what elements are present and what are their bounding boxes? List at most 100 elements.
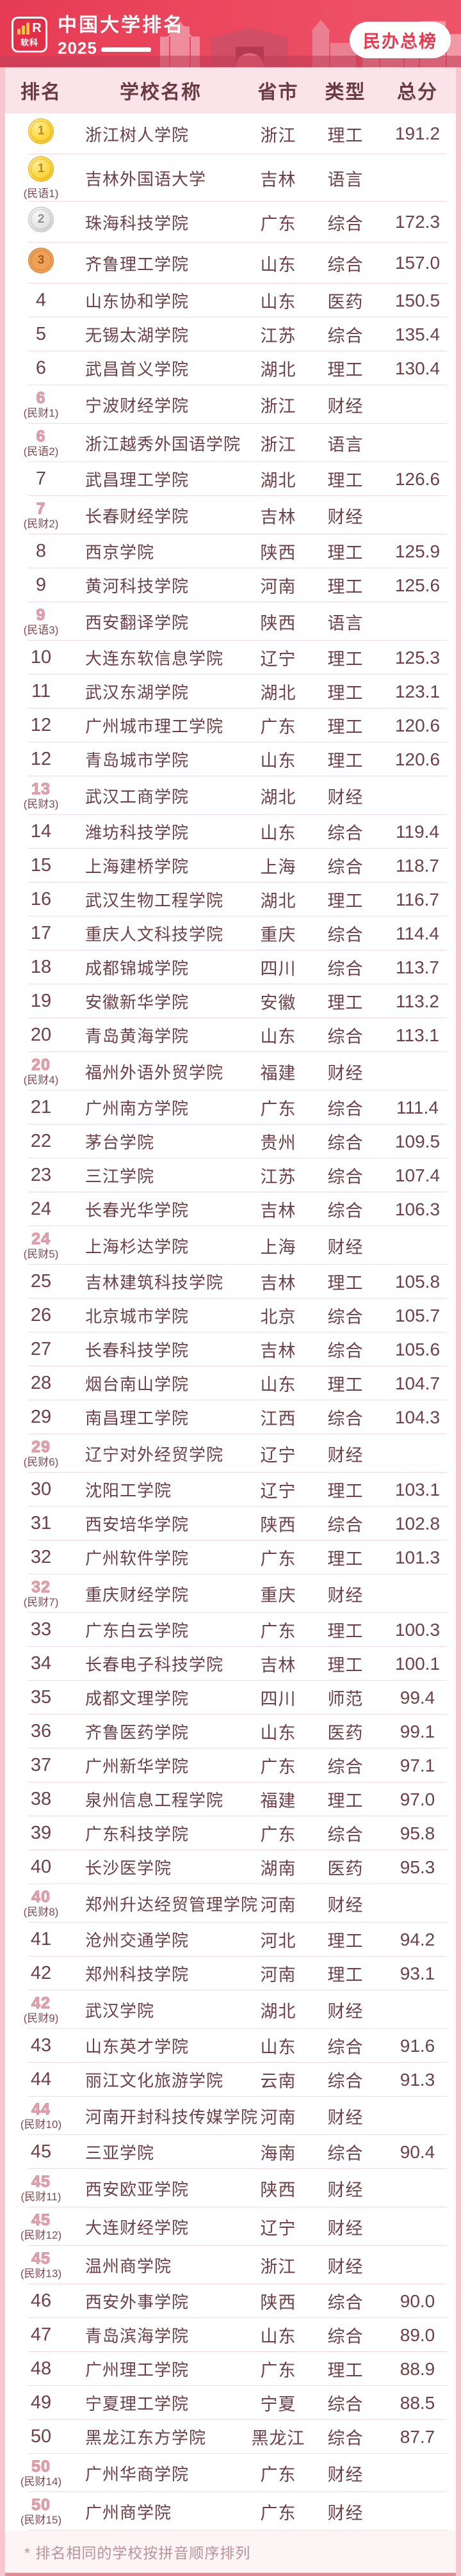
rank-cell: 10 <box>5 648 77 668</box>
rank-number: 38 <box>30 1789 52 1810</box>
school-name: 宁夏理工学院 <box>85 2394 190 2413</box>
total-score: 88.9 <box>400 2358 435 2379</box>
rank-sub-label: (民财6) <box>23 1456 59 1469</box>
col-header-school: 学校名称 <box>120 82 202 103</box>
province: 上海 <box>260 858 296 877</box>
school-name: 广州城市理工学院 <box>85 717 224 736</box>
rank-number: 40 <box>31 1887 51 1906</box>
school-name: 温州商学院 <box>85 2256 172 2276</box>
table-row: 48 广州理工学院 广东 理工 88.9 <box>5 2352 456 2386</box>
table-row: 12 广州城市理工学院 广东 理工 120.6 <box>5 708 456 742</box>
rank-number: 45 <box>30 2141 52 2163</box>
table-row: 39 广东科技学院 广东 综合 95.8 <box>5 1816 456 1850</box>
rank-number: 7 <box>35 468 47 490</box>
province: 山东 <box>260 1375 296 1395</box>
school-type: 综合 <box>327 824 364 843</box>
rank-number: 37 <box>30 1755 52 1776</box>
total-score: 89.0 <box>400 2324 435 2345</box>
school-name: 武汉东湖学院 <box>85 683 190 702</box>
table-row: 32 广州软件学院 广东 理工 101.3 <box>5 1540 456 1574</box>
school-type: 综合 <box>327 1027 364 1046</box>
table-row: 45 三亚学院 海南 综合 90.4 <box>5 2135 456 2169</box>
rank-number: 44 <box>30 2069 52 2090</box>
table-row: 32 (民财7) 重庆财经学院 重庆 财经 <box>5 1574 456 1613</box>
medal-icon: 3 <box>28 248 54 273</box>
province: 广东 <box>260 2361 296 2380</box>
total-score: 125.6 <box>394 575 441 595</box>
rank-cell: 18 <box>5 957 77 977</box>
province: 河南 <box>260 2108 296 2127</box>
total-score: 150.5 <box>394 290 441 310</box>
school-name: 成都锦城学院 <box>85 959 190 978</box>
table-row: 10 大连东软信息学院 辽宁 理工 125.3 <box>5 641 456 675</box>
school-type: 综合 <box>327 1825 364 1844</box>
total-score: 95.8 <box>400 1823 435 1843</box>
school-type: 理工 <box>327 717 364 737</box>
rank-cell: 23 <box>5 1165 77 1185</box>
rank-cell: 44 <box>5 2069 77 2090</box>
total-score: 91.6 <box>400 2035 435 2056</box>
rank-cell: 50 <box>5 2427 77 2447</box>
table-row: 33 广东白云学院 广东 理工 100.3 <box>5 1613 456 1647</box>
province: 浙江 <box>260 396 296 416</box>
school-type: 医药 <box>327 1859 364 1878</box>
school-type: 综合 <box>327 255 364 275</box>
school-type: 师范 <box>327 1690 364 1709</box>
table-row: 27 长春科技学院 吉林 综合 105.6 <box>5 1332 456 1366</box>
table-row: 20 (民财4) 福州外语外贸学院 福建 财经 <box>5 1052 456 1091</box>
rank-cell: 12 <box>5 716 77 735</box>
rank-cell: 1 <box>5 118 77 149</box>
school-type: 财经 <box>327 507 364 527</box>
total-score: 103.1 <box>394 1479 441 1500</box>
table-row: 38 泉州信息工程学院 福建 理工 97.0 <box>5 1782 456 1816</box>
province: 吉林 <box>260 1201 296 1220</box>
school-type: 综合 <box>327 2038 364 2057</box>
school-name: 西安欧亚学院 <box>85 2179 190 2199</box>
province: 广东 <box>260 2503 296 2523</box>
province: 广东 <box>260 1100 296 1119</box>
table-row: 12 青岛城市学院 山东 理工 120.6 <box>5 742 456 776</box>
total-score: 94.2 <box>400 1929 435 1949</box>
table-row: 43 山东英才学院 山东 综合 91.6 <box>5 2029 456 2063</box>
province: 陕西 <box>260 613 296 633</box>
rank-cell: 42 (民财9) <box>5 1994 77 2024</box>
rank-cell: 21 <box>5 1098 77 1117</box>
rank-number: 32 <box>31 1578 51 1596</box>
school-type: 理工 <box>327 1791 364 1811</box>
total-score: 135.4 <box>394 324 441 344</box>
total-score: 107.4 <box>394 1165 441 1185</box>
province: 山东 <box>260 255 296 275</box>
rank-number: 29 <box>31 1437 51 1456</box>
province: 广东 <box>260 2465 296 2484</box>
province: 湖北 <box>260 360 296 380</box>
rank-cell: 38 <box>5 1789 77 1809</box>
school-name: 广州商学院 <box>85 2502 172 2522</box>
rank-number: 9 <box>35 575 47 596</box>
table-row: 41 沧州交通学院 河北 理工 94.2 <box>5 1923 456 1956</box>
province: 湖南 <box>260 1859 296 1878</box>
school-type: 财经 <box>327 1237 364 1257</box>
school-type: 综合 <box>327 1133 364 1153</box>
school-type: 财经 <box>327 1895 364 1915</box>
rank-cell: 41 <box>5 1930 77 1949</box>
rank-number: 24 <box>31 1229 51 1248</box>
rank-cell: 43 <box>5 2036 77 2056</box>
table-row: 13 (民财3) 武汉工商学院 湖北 财经 <box>5 776 456 815</box>
rank-cell: 3 <box>5 248 77 278</box>
school-name: 南昌理工学院 <box>85 1409 190 1428</box>
table-body: 1 浙江树人学院 浙江 理工 191.2 1 (民语1) 吉林外国语大学 吉林 … <box>5 113 456 2531</box>
total-score: 99.1 <box>400 1721 435 1741</box>
school-type: 医药 <box>327 292 364 312</box>
table-row: 16 武汉生物工程学院 湖北 理工 116.7 <box>5 883 456 916</box>
rank-number: 39 <box>30 1823 52 1844</box>
table-row: 20 青岛黄海学院 山东 综合 113.1 <box>5 1018 456 1052</box>
table-row: 47 青岛滨海学院 山东 综合 89.0 <box>5 2318 456 2352</box>
rank-number: 8 <box>35 541 47 562</box>
title-underline-bar <box>101 47 151 52</box>
province: 湖北 <box>260 787 296 807</box>
rank-number: 45 <box>31 2249 51 2268</box>
rank-cell: 9 (民语3) <box>5 606 77 636</box>
rank-number: 36 <box>30 1721 52 1742</box>
rank-cell: 8 <box>5 541 77 561</box>
province: 浙江 <box>260 2257 296 2276</box>
